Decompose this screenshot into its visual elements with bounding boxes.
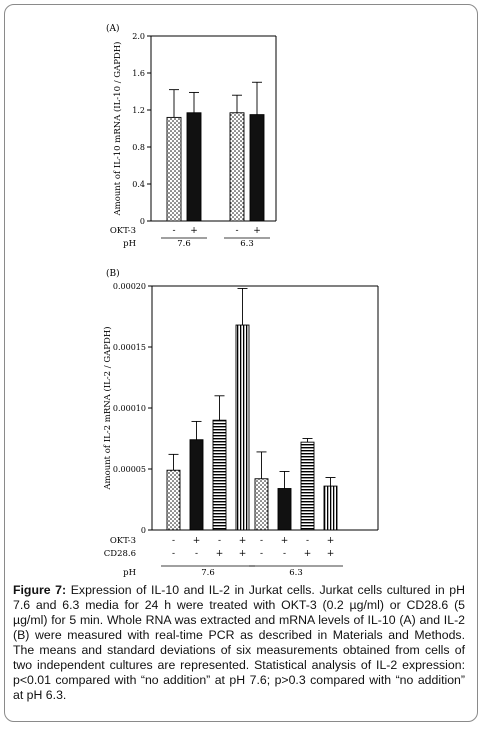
panel-a-okt3-symbol: - — [235, 226, 238, 236]
figure-charts: (A) 0 0.4 0.8 1.2 1.6 2.0 Amount of IL-10 mRNA … — [102, 23, 379, 578]
panel-a-ytick-label: 1.2 — [132, 106, 145, 115]
panel-a-ytick-label: 0.4 — [132, 180, 145, 189]
panel-a-bar — [186, 112, 202, 222]
panel-b-bar — [323, 485, 338, 531]
panel-b-ytick-label: 0.00010 — [113, 404, 146, 413]
panel-b-ytick-label: 0.00015 — [113, 343, 146, 352]
panel-b-y-axis-title: Amount of IL-2 mRNA (IL-2 / GAPDH) — [102, 326, 113, 490]
caption-text: Expression of IL-10 and IL-2 in Jurkat c… — [13, 583, 465, 702]
panel-b-row-label: OKT-3 — [110, 536, 136, 546]
panel-a-okt3-symbol: + — [253, 226, 261, 236]
panel-b-panel-label: (B) — [106, 268, 120, 279]
panel-b-okt3-symbol: + — [327, 536, 335, 546]
panel-b-okt3-symbol: - — [306, 536, 309, 546]
panel-b-bar — [277, 488, 292, 531]
panel-a-bar — [229, 112, 245, 222]
panel-a-il10-chart: (A) 0 0.4 0.8 1.2 1.6 2.0 Amount of IL-10 mRNA … — [106, 23, 277, 249]
panel-b-bar — [212, 419, 227, 531]
panel-b-ytick-label: 0 — [141, 526, 146, 535]
panel-a-ytick-label: 0 — [140, 217, 145, 226]
panel-b-bar — [189, 439, 204, 531]
panel-b-cd28-symbol: + — [304, 549, 312, 559]
panel-b-row-label: CD28.6 — [104, 549, 136, 559]
panel-b-bar — [254, 478, 269, 531]
panel-b-ph-value: 6.3 — [289, 568, 303, 578]
panel-b-row-label: pH — [123, 568, 136, 578]
panel-b-bar — [300, 441, 315, 531]
figure-caption: Figure 7: Expression of IL-10 and IL-2 i… — [13, 583, 465, 703]
panel-b-ytick-label: 0.00020 — [113, 282, 146, 291]
panel-b-cd28-symbol: - — [172, 549, 175, 559]
panel-a-y-axis-title: Amount of IL-10 mRNA (IL-10 / GAPDH) — [112, 42, 123, 217]
panel-b-cd28-symbol: - — [260, 549, 263, 559]
panel-a-bar — [166, 116, 182, 222]
panel-b-il2-chart: (B) 0 0.00005 0.00010 0.00015 0.00020 Amount o… — [102, 268, 379, 578]
panel-b-cd28-symbol: - — [195, 549, 198, 559]
panel-b-cd28-symbol: + — [216, 549, 224, 559]
panel-a-ph-value: 7.6 — [177, 239, 191, 249]
panel-a-ytick-label: 0.8 — [132, 143, 145, 152]
panel-b-bar — [166, 469, 181, 531]
panel-b-cd28-symbol: + — [327, 549, 335, 559]
panel-b-okt3-symbol: - — [218, 536, 221, 546]
panel-b-okt3-symbol: - — [260, 536, 263, 546]
panel-a-ytick-label: 1.6 — [132, 69, 145, 78]
panel-a-row-label: pH — [123, 239, 136, 249]
panel-b-okt3-symbol: - — [172, 536, 175, 546]
panel-a-row-label: OKT-3 — [110, 226, 136, 236]
panel-a-ytick-label: 2.0 — [132, 32, 145, 41]
panel-b-cd28-symbol: - — [283, 549, 286, 559]
caption-label: Figure 7: — [13, 583, 67, 597]
panel-a-panel-label: (A) — [106, 23, 120, 34]
panel-a-okt3-symbol: - — [172, 226, 175, 236]
panel-b-ytick-label: 0.00005 — [113, 465, 146, 474]
panel-b-okt3-symbol: + — [281, 536, 289, 546]
panel-a-ph-value: 6.3 — [240, 239, 254, 249]
panel-b-ph-value: 7.6 — [201, 568, 215, 578]
panel-b-bar — [235, 324, 250, 531]
panel-a-okt3-symbol: + — [190, 226, 198, 236]
panel-b-cd28-symbol: + — [239, 549, 247, 559]
panel-a-bar — [249, 114, 265, 222]
panel-b-okt3-symbol: + — [193, 536, 201, 546]
panel-b-okt3-symbol: + — [239, 536, 247, 546]
